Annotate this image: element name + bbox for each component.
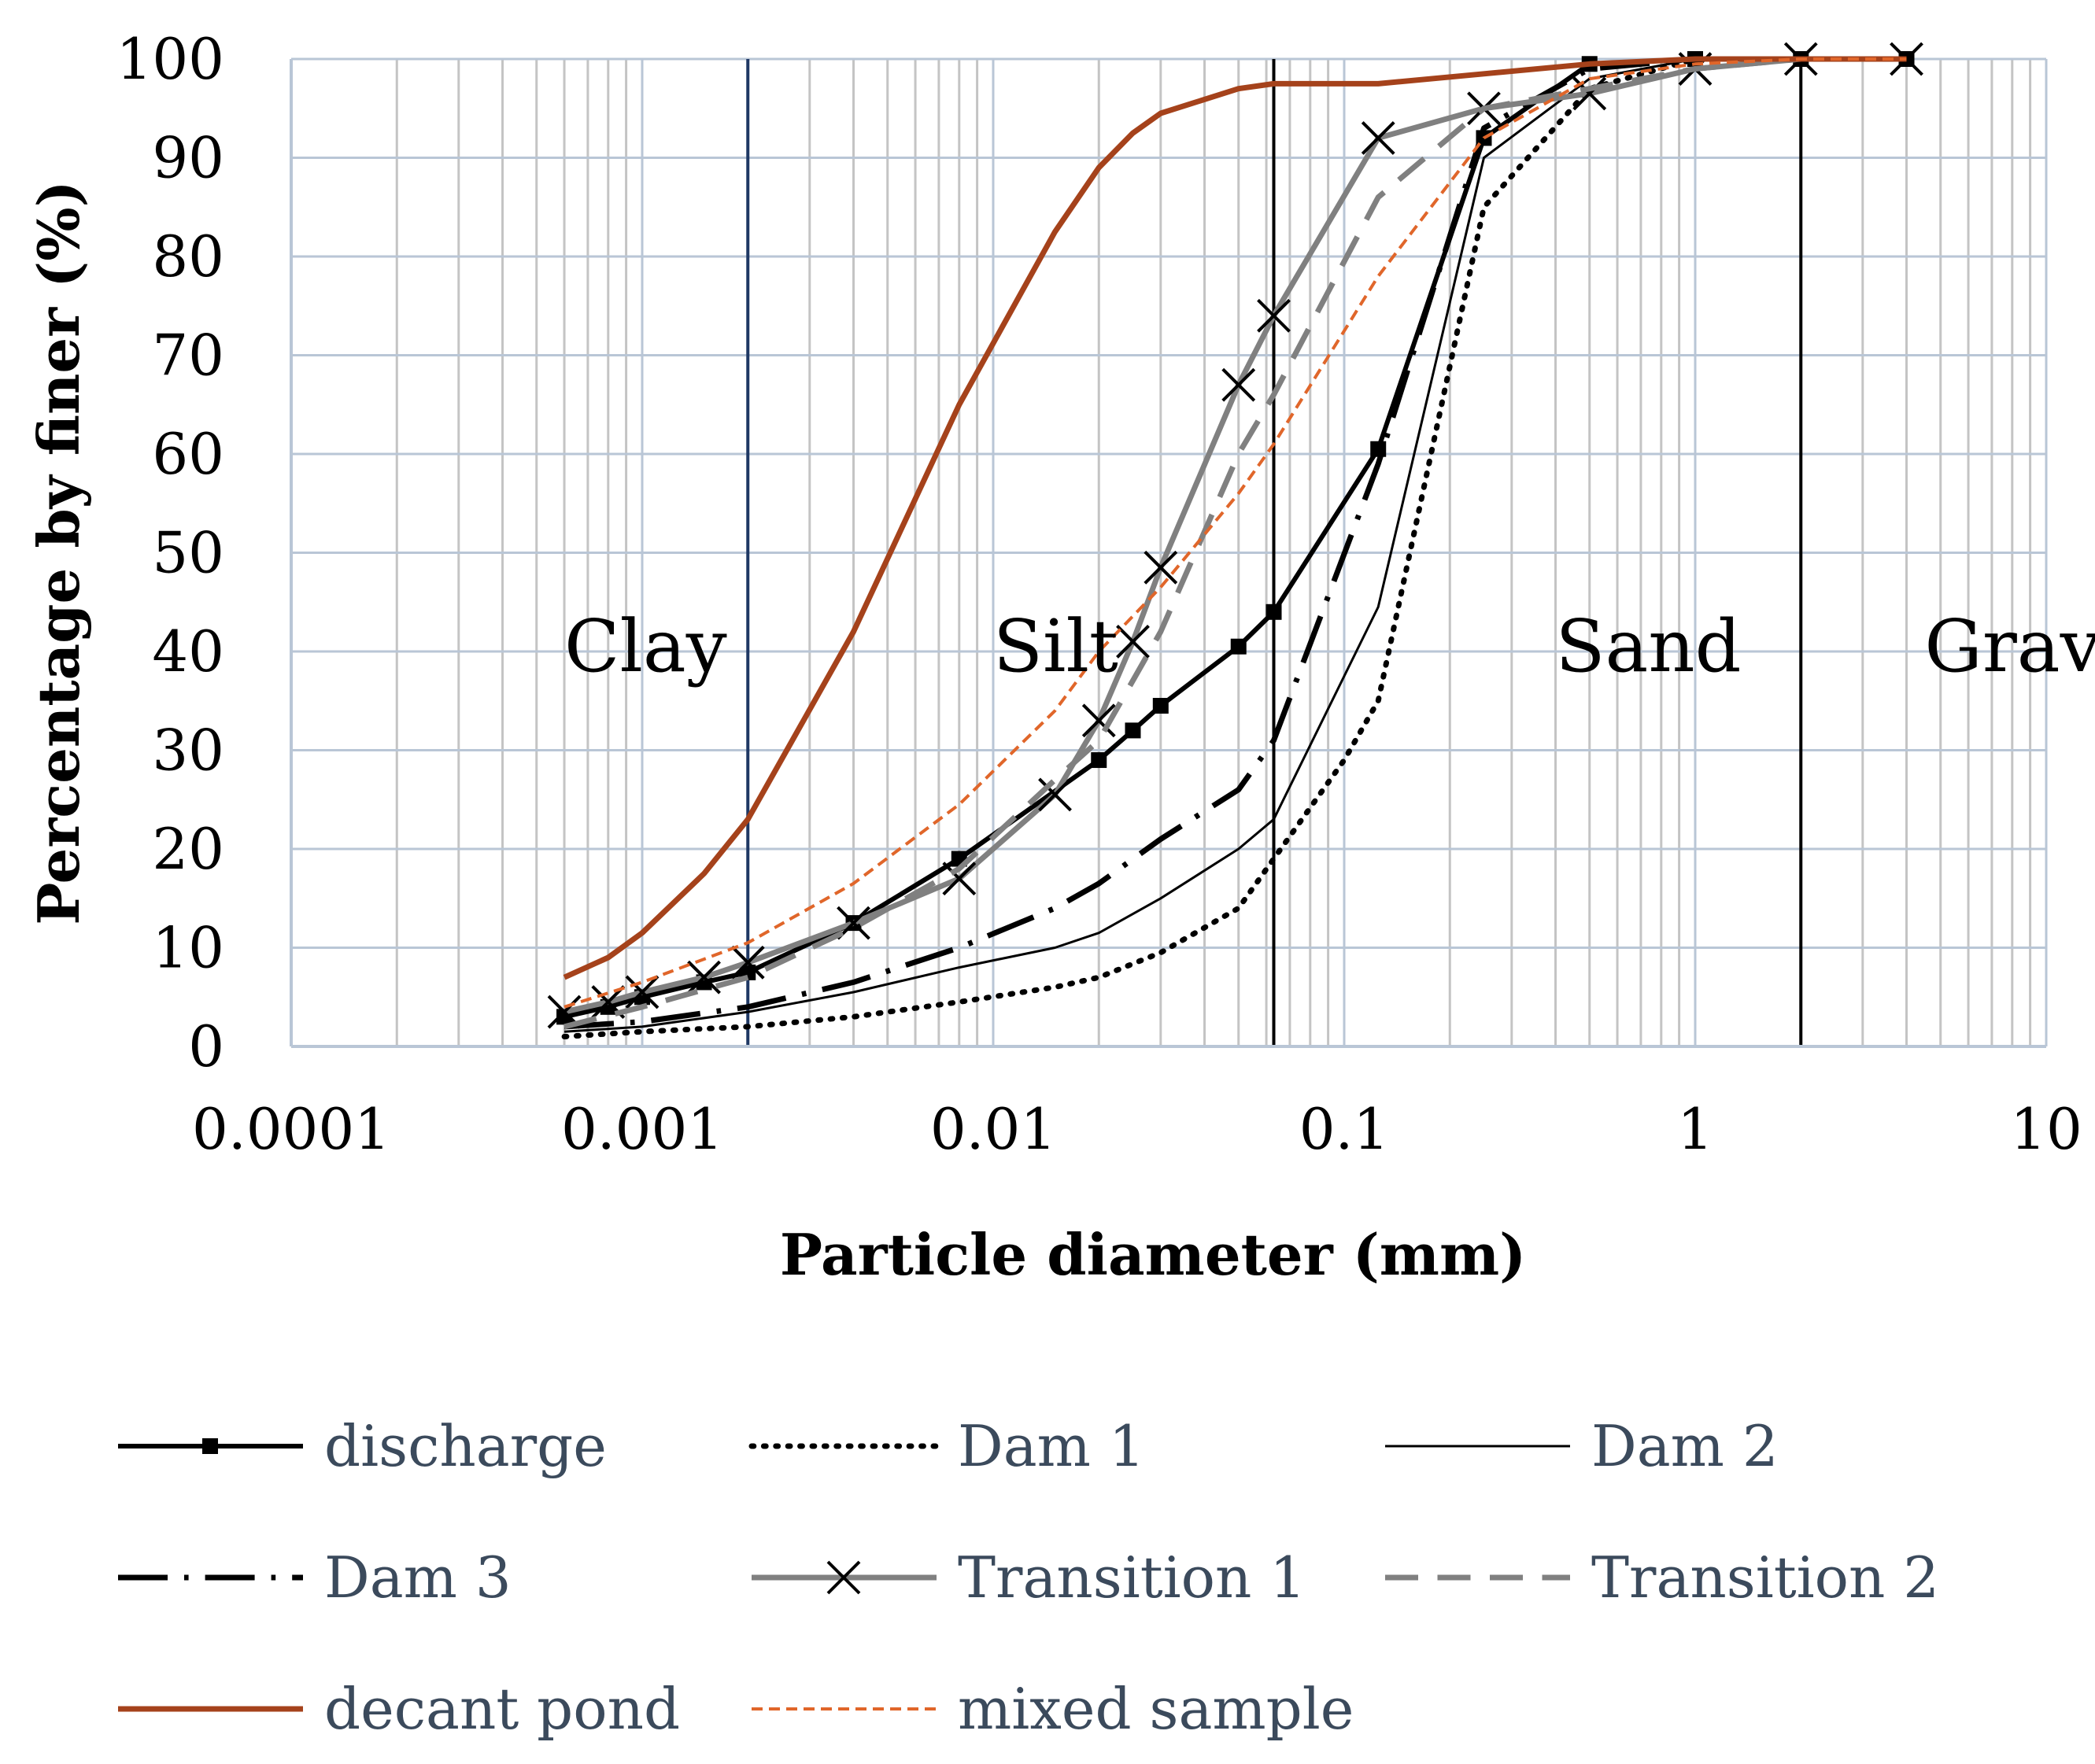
legend-label-discharge: discharge — [324, 1413, 607, 1479]
data-point-discharge — [1370, 441, 1387, 457]
x-tick-label: 10 — [2010, 1096, 2082, 1162]
series-dam-2 — [564, 57, 1907, 1033]
y-tick-label: 20 — [152, 816, 224, 882]
data-point-transition-1 — [625, 975, 660, 1009]
data-point-discharge — [1091, 752, 1107, 769]
data-point-transition-1 — [837, 906, 870, 940]
y-tick-label: 50 — [152, 520, 224, 586]
data-point-discharge — [1265, 603, 1282, 620]
legend-item-mixed-sample: mixed sample — [752, 1676, 1354, 1742]
series-dam-1 — [561, 56, 1909, 1039]
y-tick-label: 40 — [152, 618, 224, 685]
data-point-transition-1 — [1890, 42, 1923, 76]
legend-marker — [202, 1438, 218, 1454]
legend-item-transition-2: Transition 2 — [1385, 1544, 1939, 1611]
legend-item-dam-3: Dam 3 — [118, 1544, 512, 1611]
series-mixed-sample — [563, 57, 1907, 1009]
x-tick-label: 0.1 — [1299, 1096, 1390, 1162]
legend: discharge Dam 1 Dam 2 Dam 3 Transition 1 Tran… — [118, 1413, 1939, 1742]
series-line-dam-1 — [561, 56, 1909, 1039]
x-marker-stroke — [1144, 550, 1178, 585]
x-marker-stroke — [1572, 76, 1607, 111]
data-point-transition-1 — [1038, 777, 1072, 812]
data-point-discharge — [1230, 638, 1247, 655]
y-tick-label: 100 — [116, 26, 224, 92]
x-marker-stroke — [837, 906, 870, 940]
legend-label-dam-1: Dam 1 — [958, 1413, 1145, 1479]
data-point-transition-1 — [687, 960, 721, 995]
legend-marker — [826, 1560, 861, 1595]
x-marker-stroke — [591, 985, 626, 1019]
legend-label-transition-1: Transition 1 — [958, 1544, 1306, 1611]
y-tick-label: 10 — [152, 915, 224, 981]
legend-item-transition-1: Transition 1 — [752, 1544, 1306, 1611]
data-point-transition-1 — [1221, 367, 1256, 402]
x-marker-stroke — [1257, 298, 1291, 333]
x-axis-title: Particle diameter (mm) — [780, 1221, 1526, 1288]
series-line-dam-2 — [564, 57, 1907, 1033]
data-point-transition-1 — [1144, 550, 1178, 585]
legend-label-mixed-sample: mixed sample — [958, 1676, 1354, 1742]
y-tick-label: 70 — [152, 323, 224, 389]
y-tick-label: 80 — [152, 223, 224, 290]
data-point-transition-1 — [1081, 703, 1116, 738]
x-marker-stroke — [1221, 367, 1256, 402]
x-marker-stroke — [687, 960, 721, 995]
data-point-transition-1 — [1361, 120, 1395, 155]
x-marker-stroke — [942, 862, 977, 896]
data-point-discharge — [1152, 698, 1169, 714]
legend-label-dam-3: Dam 3 — [324, 1544, 512, 1611]
series-line-decant-pond — [563, 56, 1907, 980]
chart-labels: Clay Silt Sand Gravel — [564, 604, 2095, 688]
region-label-silt: Silt — [993, 604, 1118, 688]
x-marker-stroke — [1116, 625, 1150, 659]
y-axis-title: Percentage by finer (%) — [25, 180, 92, 924]
x-marker-stroke — [730, 945, 765, 980]
legend-item-decant-pond: decant pond — [118, 1676, 680, 1742]
x-marker-stroke — [547, 995, 582, 1029]
legend-label-transition-2: Transition 2 — [1591, 1544, 1939, 1611]
data-point-transition-1 — [1116, 625, 1150, 659]
y-tick-label: 90 — [152, 125, 224, 191]
data-point-transition-1 — [730, 945, 765, 980]
x-marker-stroke — [1081, 703, 1116, 738]
series-transition-2 — [563, 56, 1907, 1030]
data-series — [547, 42, 1923, 1039]
x-tick-label: 0.001 — [561, 1096, 723, 1162]
data-point-transition-1 — [1257, 298, 1291, 333]
legend-label-decant-pond: decant pond — [324, 1676, 680, 1742]
data-point-transition-1 — [942, 862, 977, 896]
x-tick-label: 0.0001 — [192, 1096, 390, 1162]
x-marker-stroke — [625, 975, 660, 1009]
y-tick-label: 0 — [188, 1013, 224, 1079]
legend-item-dam-2: Dam 2 — [1385, 1413, 1779, 1479]
x-marker-stroke — [1361, 120, 1395, 155]
legend-label-dam-2: Dam 2 — [1591, 1413, 1779, 1479]
region-boundaries — [746, 59, 1803, 1046]
y-tick-label: 60 — [152, 421, 224, 487]
x-marker-stroke — [1038, 777, 1072, 812]
region-label-gravel: Gravel — [1924, 604, 2095, 688]
x-tick-label: 1 — [1677, 1096, 1713, 1162]
legend-item-discharge: discharge — [118, 1413, 607, 1479]
x-marker-stroke — [1890, 42, 1923, 76]
series-line-mixed-sample — [563, 57, 1907, 1009]
region-label-sand: Sand — [1556, 604, 1742, 688]
series-line-transition-2 — [563, 56, 1907, 1030]
legend-item-dam-1: Dam 1 — [748, 1413, 1145, 1479]
axes: 0.0001 0.001 0.01 0.1 1 100102030405060708090… — [25, 26, 2082, 1288]
y-tick-label: 30 — [152, 718, 224, 784]
region-label-clay: Clay — [564, 604, 727, 688]
data-point-discharge — [1125, 722, 1141, 739]
x-tick-label: 0.01 — [930, 1096, 1056, 1162]
series-decant-pond — [563, 56, 1907, 980]
